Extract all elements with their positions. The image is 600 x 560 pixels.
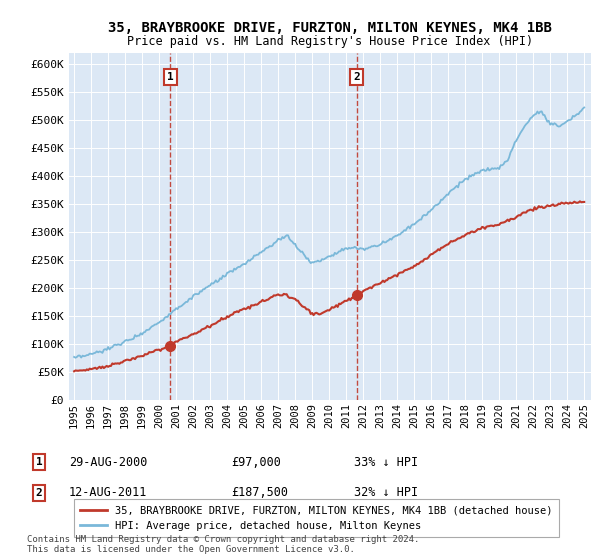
Text: 1: 1 [35,457,43,467]
Text: 1: 1 [167,72,174,82]
Text: £97,000: £97,000 [231,455,281,469]
Text: 35, BRAYBROOKE DRIVE, FURZTON, MILTON KEYNES, MK4 1BB: 35, BRAYBROOKE DRIVE, FURZTON, MILTON KE… [108,21,552,35]
Text: 2: 2 [353,72,360,82]
Text: Price paid vs. HM Land Registry's House Price Index (HPI): Price paid vs. HM Land Registry's House … [127,35,533,48]
Text: 2: 2 [35,488,43,498]
Text: £187,500: £187,500 [231,486,288,500]
Text: 32% ↓ HPI: 32% ↓ HPI [354,486,418,500]
Text: 29-AUG-2000: 29-AUG-2000 [69,455,148,469]
Text: Contains HM Land Registry data © Crown copyright and database right 2024.
This d: Contains HM Land Registry data © Crown c… [27,535,419,554]
Text: 33% ↓ HPI: 33% ↓ HPI [354,455,418,469]
Text: 12-AUG-2011: 12-AUG-2011 [69,486,148,500]
Legend: 35, BRAYBROOKE DRIVE, FURZTON, MILTON KEYNES, MK4 1BB (detached house), HPI: Ave: 35, BRAYBROOKE DRIVE, FURZTON, MILTON KE… [74,500,559,537]
